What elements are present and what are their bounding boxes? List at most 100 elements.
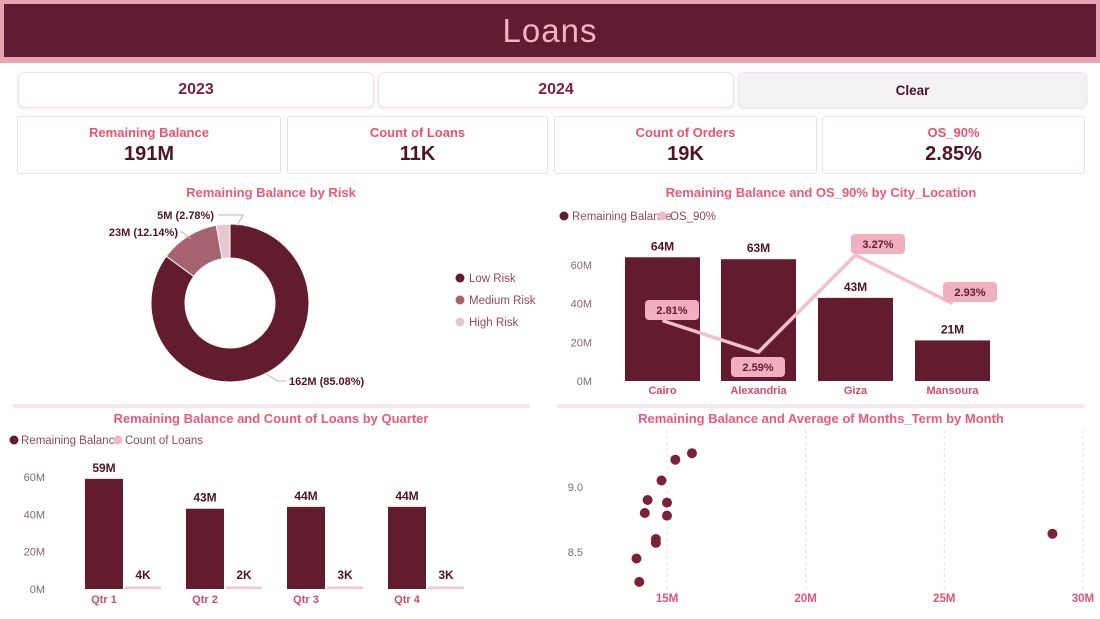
x-axis-category: Qtr 2	[192, 594, 218, 606]
count-data-label: 3K	[438, 568, 454, 582]
scatter-chart-balance-term-by-month[interactable]: Remaining Balance and Average of Months_…	[545, 404, 1097, 616]
legend-dot	[113, 435, 123, 445]
legend-label: High Risk	[469, 317, 518, 329]
bar-qtr-2[interactable]	[186, 508, 224, 589]
bar-data-label: 43M	[844, 280, 867, 294]
donut-data-label: 5M (2.78%)	[157, 210, 214, 222]
donut-data-label: 23M (12.14%)	[109, 227, 178, 239]
legend-label: Remaining Balance	[21, 435, 121, 447]
year-filter-button-2023[interactable]: 2023	[18, 72, 374, 108]
bar-qtr-4[interactable]	[388, 506, 426, 589]
bar-data-label: 43M	[193, 491, 216, 505]
chart-title: Remaining Balance and Average of Months_…	[638, 411, 1004, 426]
count-data-label: 4K	[135, 568, 151, 582]
line-data-label: 2.93%	[954, 287, 985, 299]
y-axis-tick: 40M	[24, 509, 45, 521]
y-axis-tick: 60M	[24, 472, 45, 484]
y-axis-tick: 8.5	[568, 547, 583, 559]
bar-giza[interactable]	[818, 297, 893, 381]
combo-chart-balance-os90-by-city[interactable]: Remaining Balance and OS_90% by City_Loc…	[545, 178, 1097, 404]
bar-chart-balance-loans-by-quarter[interactable]: Remaining Balance and Count of Loans by …	[0, 404, 542, 616]
kpi-value: 19K	[667, 142, 704, 165]
count-bar[interactable]	[428, 586, 464, 590]
donut-slice-high-risk[interactable]	[215, 223, 231, 260]
scatter-chart-plot[interactable]: 15M 20M 25M 30M 9.0 8.5	[545, 404, 1097, 616]
legend-label: Remaining Balance	[572, 211, 672, 223]
scatter-point[interactable]	[670, 454, 681, 465]
header-banner: Loans	[0, 0, 1100, 63]
donut-chart-plot[interactable]: 162M (85.08%) 23M (12.14%) 5M (2.78%) Low R…	[0, 178, 542, 404]
legend-label: Low Risk	[469, 273, 516, 285]
y-axis-tick: 0M	[30, 584, 45, 596]
donut-slice-low-risk[interactable]	[150, 223, 310, 383]
card-divider	[557, 404, 1085, 408]
line-data-label: 2.81%	[656, 305, 687, 317]
kpi-value: 2.85%	[925, 142, 982, 165]
line-data-label: 2.59%	[742, 362, 773, 374]
legend-label: Medium Risk	[469, 295, 536, 307]
scatter-point[interactable]	[686, 448, 697, 459]
chart-title: Remaining Balance by Risk	[186, 185, 356, 200]
x-axis-tick: 25M	[933, 593, 955, 605]
bar-qtr-3[interactable]	[287, 506, 325, 589]
x-axis-category: Giza	[844, 385, 868, 397]
count-bar[interactable]	[327, 586, 363, 590]
bar-mansoura[interactable]	[915, 340, 990, 381]
chart-title: Remaining Balance and Count of Loans by …	[113, 411, 429, 426]
scatter-point[interactable]	[634, 576, 645, 587]
y-axis-tick: 40M	[571, 299, 592, 311]
kpi-value: 11K	[399, 142, 436, 165]
x-axis-category: Mansoura	[927, 385, 980, 397]
chart-title: Remaining Balance and OS_90% by City_Loc…	[665, 185, 977, 200]
y-axis-tick: 0M	[577, 376, 592, 388]
legend-dot	[559, 211, 569, 221]
kpi-label: Count of Orders	[635, 124, 736, 140]
page-title: Loans	[502, 11, 598, 49]
legend-label: OS_90%	[670, 211, 716, 223]
bar-data-label: 64M	[651, 239, 674, 253]
x-axis-tick: 20M	[794, 593, 816, 605]
scatter-point[interactable]	[662, 510, 672, 521]
bar-data-label: 59M	[92, 461, 115, 475]
count-data-label: 3K	[337, 568, 353, 582]
y-axis-tick: 20M	[24, 547, 45, 559]
year-filter-button-2024[interactable]: 2024	[378, 72, 734, 108]
kpi-card-os90: OS_90% 2.85%	[822, 116, 1085, 174]
kpi-value: 191M	[123, 142, 175, 165]
count-bar[interactable]	[125, 586, 161, 590]
scatter-point[interactable]	[662, 497, 672, 508]
bar-qtr-1[interactable]	[85, 478, 123, 589]
y-axis-tick: 20M	[571, 337, 592, 349]
bar-data-label: 21M	[941, 322, 964, 336]
scatter-point[interactable]	[656, 475, 667, 486]
donut-chart-remaining-balance-by-risk[interactable]: Remaining Balance by Risk 162M (85.08%) 2…	[0, 178, 542, 404]
callout-line	[265, 373, 286, 382]
legend-dot	[455, 295, 465, 305]
bar-data-label: 44M	[294, 489, 317, 503]
card-divider	[12, 404, 530, 408]
os90-line[interactable]	[661, 252, 954, 354]
scatter-point[interactable]	[639, 508, 650, 518]
y-axis-tick: 60M	[571, 260, 592, 272]
legend-label: Count of Loans	[125, 435, 203, 447]
x-axis-category: Alexandria	[730, 385, 787, 397]
scatter-point[interactable]	[631, 553, 642, 564]
x-axis-tick: 30M	[1072, 593, 1094, 605]
line-data-label-box	[851, 234, 905, 254]
donut-data-label: 162M (85.08%)	[289, 376, 365, 388]
bar-data-label: 63M	[747, 241, 770, 255]
line-data-label-box	[645, 300, 699, 320]
legend-dot	[9, 435, 19, 445]
line-data-label: 3.27%	[862, 239, 893, 251]
x-axis-category: Qtr 3	[293, 594, 319, 606]
clear-filters-button[interactable]: Clear	[738, 72, 1087, 108]
line-data-label-box	[943, 282, 997, 302]
quarter-chart-plot[interactable]: Remaining Balance Count of Loans 0M 20M 40M 6…	[0, 404, 542, 616]
x-axis-tick: 15M	[656, 593, 678, 605]
x-axis-category: Cairo	[648, 385, 676, 397]
scatter-point[interactable]	[650, 537, 661, 548]
count-bar[interactable]	[226, 586, 262, 590]
scatter-point[interactable]	[642, 495, 653, 505]
scatter-point[interactable]	[1047, 528, 1058, 539]
